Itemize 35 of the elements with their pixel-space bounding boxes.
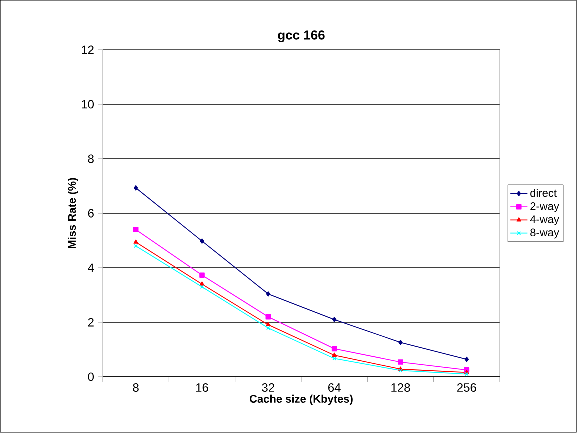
x-tick-label: 256 xyxy=(458,384,476,392)
legend-label: 4-way xyxy=(530,216,560,226)
x-tick-label: 64 xyxy=(328,384,341,392)
chart-title: gcc 166 xyxy=(278,30,325,42)
x-tick-label: 128 xyxy=(392,384,410,392)
point xyxy=(266,292,271,297)
y-tick-label: 2 xyxy=(88,318,94,327)
y-tick-label: 12 xyxy=(82,46,94,54)
legend-label: direct xyxy=(530,189,557,198)
point xyxy=(200,238,204,244)
y-tick-label: 6 xyxy=(88,209,94,218)
point xyxy=(332,352,337,358)
point xyxy=(200,282,205,286)
point xyxy=(133,227,139,232)
point xyxy=(464,356,470,362)
y-tick-label: 4 xyxy=(88,264,94,272)
point xyxy=(266,314,272,320)
point xyxy=(332,346,338,352)
point xyxy=(134,186,138,191)
x-tick-label: 8 xyxy=(133,384,139,392)
y-tick-label: 8 xyxy=(88,154,94,164)
point xyxy=(398,360,404,365)
point xyxy=(134,240,138,244)
legend-label: 8-way xyxy=(530,228,560,239)
x-tick-label: 32 xyxy=(262,384,274,392)
point xyxy=(266,322,271,326)
legend-label: 2-way xyxy=(530,202,560,212)
y-tick-label: 10 xyxy=(82,100,94,109)
y-tick-label: 0 xyxy=(88,372,94,382)
point xyxy=(332,317,337,322)
point xyxy=(398,340,403,346)
x-axis-title: Cache size (Kbytes) xyxy=(250,394,353,406)
y-axis-title: Miss Rate (%) xyxy=(68,178,78,249)
x-tick-label: 16 xyxy=(196,384,208,392)
point xyxy=(200,272,205,278)
